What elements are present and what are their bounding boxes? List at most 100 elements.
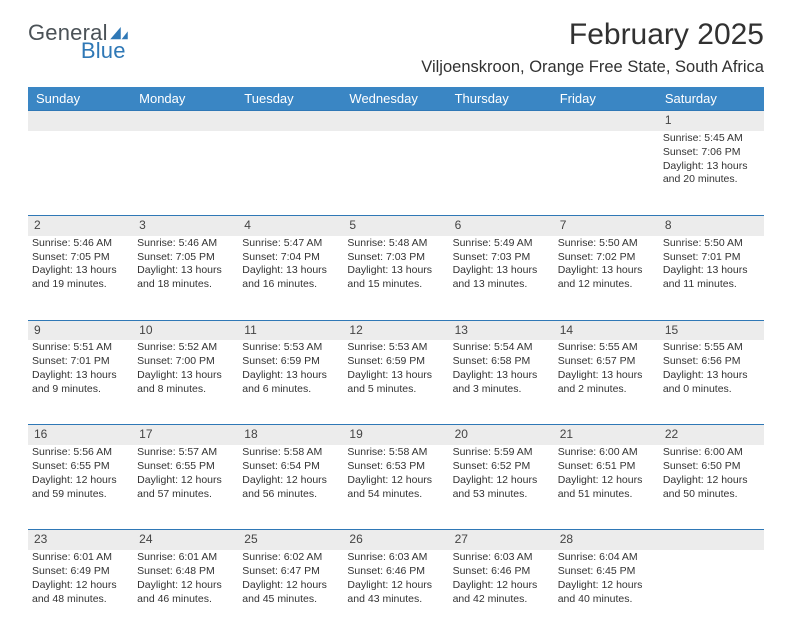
day-number: 5 [343, 216, 448, 236]
day-sunrise: Sunrise: 5:49 AM [453, 237, 550, 251]
day-cell: Sunrise: 5:52 AMSunset: 7:00 PMDaylight:… [133, 340, 238, 424]
day-daylight1: Daylight: 12 hours [137, 474, 234, 488]
day-daylight1: Daylight: 13 hours [137, 264, 234, 278]
day-sunset: Sunset: 7:01 PM [663, 251, 760, 265]
day-sunset: Sunset: 6:45 PM [558, 565, 655, 579]
day-daylight1: Daylight: 13 hours [558, 264, 655, 278]
title-block: February 2025 Viljoenskroon, Orange Free… [421, 18, 764, 85]
day-sunrise: Sunrise: 5:56 AM [32, 446, 129, 460]
day-daylight2: and 11 minutes. [663, 278, 760, 292]
weekday-header: Thursday [449, 87, 554, 111]
day-cell: Sunrise: 6:01 AMSunset: 6:48 PMDaylight:… [133, 550, 238, 634]
empty-day-cell [554, 131, 659, 215]
day-daylight1: Daylight: 13 hours [137, 369, 234, 383]
calendar-header: SundayMondayTuesdayWednesdayThursdayFrid… [28, 87, 764, 111]
calendar-table: SundayMondayTuesdayWednesdayThursdayFrid… [28, 87, 764, 634]
day-daylight2: and 43 minutes. [347, 593, 444, 607]
day-sunrise: Sunrise: 5:59 AM [453, 446, 550, 460]
day-daylight2: and 57 minutes. [137, 488, 234, 502]
day-number: 16 [28, 425, 133, 445]
day-daylight2: and 16 minutes. [242, 278, 339, 292]
day-daylight2: and 12 minutes. [558, 278, 655, 292]
day-sunrise: Sunrise: 5:47 AM [242, 237, 339, 251]
day-number: 24 [133, 530, 238, 550]
day-sunrise: Sunrise: 5:54 AM [453, 341, 550, 355]
day-daylight1: Daylight: 13 hours [558, 369, 655, 383]
day-sunrise: Sunrise: 6:03 AM [453, 551, 550, 565]
day-sunset: Sunset: 6:48 PM [137, 565, 234, 579]
day-cell: Sunrise: 5:48 AMSunset: 7:03 PMDaylight:… [343, 236, 448, 320]
week-daynum-row: 16171819202122 [28, 425, 764, 445]
day-daylight2: and 50 minutes. [663, 488, 760, 502]
day-sunrise: Sunrise: 5:52 AM [137, 341, 234, 355]
day-daylight1: Daylight: 12 hours [347, 579, 444, 593]
day-daylight1: Daylight: 13 hours [32, 264, 129, 278]
day-number: 11 [238, 321, 343, 341]
day-daylight1: Daylight: 12 hours [137, 579, 234, 593]
day-daylight1: Daylight: 12 hours [347, 474, 444, 488]
day-daylight2: and 2 minutes. [558, 383, 655, 397]
day-daylight1: Daylight: 12 hours [453, 579, 550, 593]
day-sunrise: Sunrise: 5:58 AM [242, 446, 339, 460]
week-daynum-row: 9101112131415 [28, 320, 764, 340]
week-details-row: Sunrise: 6:01 AMSunset: 6:49 PMDaylight:… [28, 550, 764, 634]
week-daynum-row: 1 [28, 111, 764, 131]
day-sunset: Sunset: 7:02 PM [558, 251, 655, 265]
day-cell: Sunrise: 5:58 AMSunset: 6:54 PMDaylight:… [238, 445, 343, 529]
day-sunrise: Sunrise: 6:00 AM [663, 446, 760, 460]
weekday-header: Saturday [659, 87, 764, 111]
empty-day-cell [28, 131, 133, 215]
day-sunrise: Sunrise: 5:50 AM [663, 237, 760, 251]
day-sunset: Sunset: 7:00 PM [137, 355, 234, 369]
day-daylight2: and 18 minutes. [137, 278, 234, 292]
day-number [449, 111, 554, 131]
day-daylight1: Daylight: 13 hours [453, 369, 550, 383]
day-sunset: Sunset: 7:05 PM [137, 251, 234, 265]
weekday-header: Sunday [28, 87, 133, 111]
day-sunrise: Sunrise: 5:58 AM [347, 446, 444, 460]
day-daylight2: and 6 minutes. [242, 383, 339, 397]
day-sunrise: Sunrise: 5:53 AM [242, 341, 339, 355]
day-number [554, 111, 659, 131]
day-sunrise: Sunrise: 5:45 AM [663, 132, 760, 146]
day-daylight2: and 15 minutes. [347, 278, 444, 292]
day-cell: Sunrise: 5:57 AMSunset: 6:55 PMDaylight:… [133, 445, 238, 529]
day-cell: Sunrise: 6:00 AMSunset: 6:51 PMDaylight:… [554, 445, 659, 529]
day-cell: Sunrise: 6:03 AMSunset: 6:46 PMDaylight:… [449, 550, 554, 634]
week-daynum-row: 232425262728 [28, 530, 764, 550]
week-details-row: Sunrise: 5:56 AMSunset: 6:55 PMDaylight:… [28, 445, 764, 530]
day-number: 19 [343, 425, 448, 445]
day-sunrise: Sunrise: 6:03 AM [347, 551, 444, 565]
day-daylight1: Daylight: 12 hours [558, 579, 655, 593]
day-daylight2: and 0 minutes. [663, 383, 760, 397]
day-cell: Sunrise: 5:46 AMSunset: 7:05 PMDaylight:… [28, 236, 133, 320]
day-number: 14 [554, 321, 659, 341]
day-daylight1: Daylight: 12 hours [32, 474, 129, 488]
day-sunrise: Sunrise: 6:00 AM [558, 446, 655, 460]
day-cell: Sunrise: 5:49 AMSunset: 7:03 PMDaylight:… [449, 236, 554, 320]
day-cell: Sunrise: 5:53 AMSunset: 6:59 PMDaylight:… [343, 340, 448, 424]
day-sunset: Sunset: 6:51 PM [558, 460, 655, 474]
day-daylight2: and 13 minutes. [453, 278, 550, 292]
brand-logo: GeneralBlue [28, 22, 128, 62]
day-sunrise: Sunrise: 5:55 AM [663, 341, 760, 355]
day-number: 10 [133, 321, 238, 341]
day-sunrise: Sunrise: 5:46 AM [32, 237, 129, 251]
calendar-body: 1Sunrise: 5:45 AMSunset: 7:06 PMDaylight… [28, 111, 764, 634]
day-cell: Sunrise: 6:00 AMSunset: 6:50 PMDaylight:… [659, 445, 764, 529]
day-daylight2: and 45 minutes. [242, 593, 339, 607]
day-daylight1: Daylight: 13 hours [663, 369, 760, 383]
day-number: 1 [659, 111, 764, 131]
day-sunset: Sunset: 7:03 PM [347, 251, 444, 265]
day-daylight2: and 19 minutes. [32, 278, 129, 292]
day-number: 18 [238, 425, 343, 445]
week-details-row: Sunrise: 5:45 AMSunset: 7:06 PMDaylight:… [28, 131, 764, 216]
day-cell: Sunrise: 5:55 AMSunset: 6:57 PMDaylight:… [554, 340, 659, 424]
day-cell: Sunrise: 5:55 AMSunset: 6:56 PMDaylight:… [659, 340, 764, 424]
empty-day-cell [659, 550, 764, 634]
day-number: 15 [659, 321, 764, 341]
day-daylight1: Daylight: 13 hours [663, 160, 760, 174]
calendar-page: GeneralBlue February 2025 Viljoenskroon,… [0, 0, 792, 612]
day-cell: Sunrise: 6:04 AMSunset: 6:45 PMDaylight:… [554, 550, 659, 634]
day-cell: Sunrise: 5:51 AMSunset: 7:01 PMDaylight:… [28, 340, 133, 424]
